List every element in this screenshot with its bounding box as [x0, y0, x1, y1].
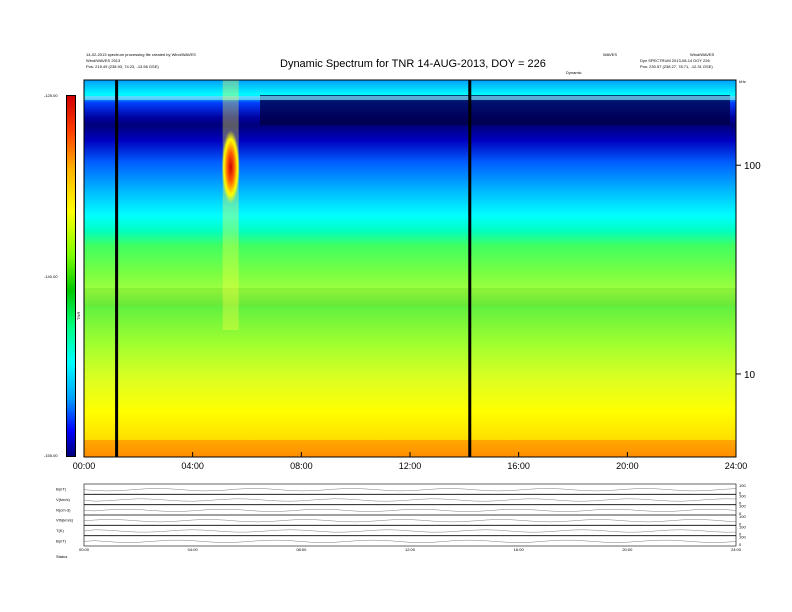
lower-row-0-tick-1: 0	[739, 490, 742, 495]
header-meta-left-2: Wind/WAVES 2013	[86, 58, 121, 63]
lower-row-trace-5	[83, 539, 737, 543]
lower-row-trace-1	[83, 498, 737, 502]
radio-burst-trail	[222, 80, 239, 330]
lower-row-2-tick-0: 100	[739, 504, 746, 509]
lower-x-tick-2: 08:00	[296, 547, 307, 552]
x-tick-label-1: 04:00	[181, 461, 204, 471]
bottom-noise-band	[84, 440, 736, 457]
lower-row-label-3: Vth(km/s)	[56, 518, 74, 523]
lower-row-trace-0	[83, 488, 737, 492]
spectrogram-plot	[84, 80, 736, 457]
x-tick-label-6: 24:00	[725, 461, 748, 471]
lower-row-label-1: V(km/s)	[56, 497, 70, 502]
lower-x-tick-5: 20:00	[622, 547, 633, 552]
header-position-left: Pos: 215.49 (238.93, 74.23, -13.56 GSE)	[86, 64, 159, 69]
lower-row-4-tick-1: 0	[739, 532, 742, 537]
bright-line-upper	[84, 96, 736, 100]
colorbar	[66, 95, 76, 457]
data-gap-0	[115, 80, 119, 457]
colorbar-tick-max: -125.00	[44, 93, 58, 98]
lower-row-trace-3	[83, 519, 737, 523]
lower-x-tick-4: 16:00	[514, 547, 525, 552]
colorbar-tick-min: -155.00	[44, 453, 58, 458]
spectrogram-background	[84, 80, 736, 457]
lower-row-5-tick-0: 100	[739, 535, 746, 540]
lower-row-2-tick-1: 0	[739, 511, 742, 516]
y-tick-label-0: 100	[744, 161, 761, 172]
lower-footer-label: Status	[56, 554, 67, 559]
x-tick-label-5: 20:00	[616, 461, 639, 471]
lower-row-5-tick-1: 0	[739, 542, 742, 547]
data-gap-1	[468, 80, 472, 457]
lower-row-label-4: T(K)	[56, 528, 64, 533]
lower-row-trace-2	[83, 508, 737, 512]
lower-x-tick-6: 24:00	[731, 547, 742, 552]
lower-row-1-tick-0: 100	[739, 493, 746, 498]
x-tick-label-4: 16:00	[507, 461, 530, 471]
lower-row-label-5: B(nT)	[56, 538, 67, 543]
lower-row-0-tick-0: 100	[739, 483, 746, 488]
header-meta-right-2: Wind/WAVES	[690, 52, 715, 57]
chart-title: Dynamic Spectrum for TNR 14-AUG-2013, DO…	[280, 58, 546, 70]
y-unit-label: kHz	[739, 79, 746, 84]
lower-row-3-tick-1: 0	[739, 521, 742, 526]
header-meta-right-1: WAVES	[603, 52, 618, 57]
lower-row-4-tick-0: 100	[739, 524, 746, 529]
lower-row-1-tick-1: 0	[739, 501, 742, 506]
lower-x-tick-3: 12:00	[405, 547, 416, 552]
green-plateau	[84, 288, 736, 306]
header-position-right: Pos: 230.57 (238.27, 78.71, -12.31 GSE)	[640, 64, 713, 69]
x-tick-label-0: 00:00	[73, 461, 96, 471]
y-tick-label-1: 10	[744, 370, 756, 381]
header-meta-left-1: 14-02-2013 spectrum processing file crea…	[86, 52, 196, 57]
lower-row-3-tick-0: 100	[739, 514, 746, 519]
x-tick-label-3: 12:00	[399, 461, 422, 471]
radio-burst	[221, 130, 240, 204]
lower-row-label-0: B(nT)	[56, 487, 67, 492]
colorbar-tick-mid: -140.00	[44, 274, 58, 279]
lower-row-label-2: N(cm-3)	[56, 507, 71, 512]
header-sub-label: Dynamic	[566, 70, 582, 75]
lower-x-tick-1: 04:00	[188, 547, 199, 552]
x-tick-label-2: 08:00	[290, 461, 313, 471]
lower-row-trace-4	[83, 529, 737, 533]
lower-x-tick-0: 00:00	[79, 547, 90, 552]
header-meta-right-3: Dyn SPECTRUM 2013-08-14 DOY 226	[640, 58, 710, 63]
